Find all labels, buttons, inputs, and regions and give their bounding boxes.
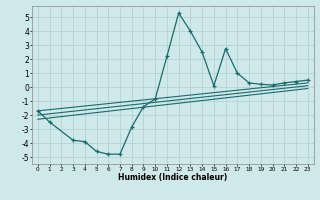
X-axis label: Humidex (Indice chaleur): Humidex (Indice chaleur) <box>118 173 228 182</box>
